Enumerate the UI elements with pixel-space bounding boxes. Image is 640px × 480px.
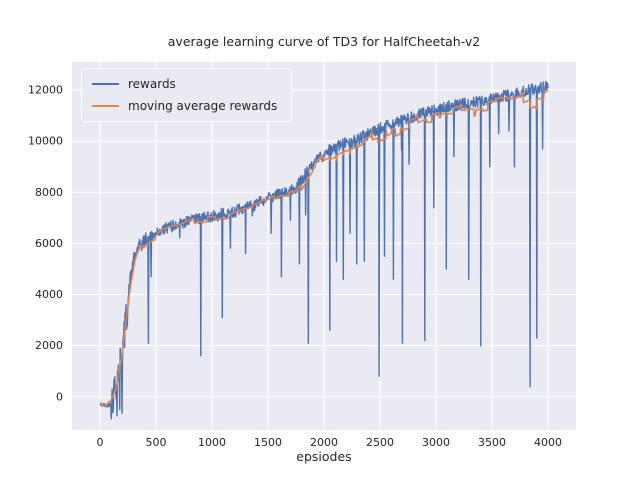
legend: rewards moving average rewards	[81, 68, 293, 122]
x-tick-label: 1500	[254, 436, 282, 449]
rewards-line-swatch	[92, 83, 119, 85]
x-tick-label: 4000	[534, 436, 562, 449]
y-tick-label: 6000	[35, 237, 63, 250]
x-tick-label: 2000	[310, 436, 338, 449]
moving-average-line-swatch	[92, 105, 119, 107]
y-tick-label: 0	[56, 390, 63, 403]
legend-label-moving-average: moving average rewards	[128, 99, 278, 113]
y-tick-label: 2000	[35, 339, 63, 352]
y-tick-label: 8000	[35, 186, 63, 199]
x-tick-label: 3000	[422, 436, 450, 449]
y-tick-label: 10000	[28, 135, 63, 148]
legend-item-rewards: rewards	[92, 77, 277, 91]
x-tick-label: 3500	[478, 436, 506, 449]
rewards-line	[99, 80, 549, 420]
x-tick-label: 2500	[366, 436, 394, 449]
moving-average-line	[99, 89, 549, 407]
x-axis-label: epsiodes	[296, 449, 352, 464]
chart-title: average learning curve of TD3 for HalfCh…	[167, 34, 481, 49]
y-tick-label: 12000	[28, 84, 63, 97]
x-tick-label: 500	[146, 436, 167, 449]
legend-label-rewards: rewards	[128, 77, 176, 91]
x-tick-label: 1000	[198, 436, 226, 449]
y-tick-label: 4000	[35, 288, 63, 301]
legend-item-moving-average: moving average rewards	[92, 99, 277, 113]
x-tick-label: 0	[97, 436, 104, 449]
